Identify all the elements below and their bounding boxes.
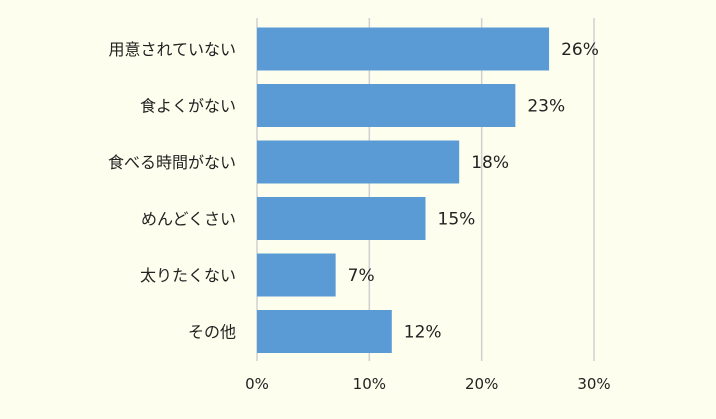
bar bbox=[257, 197, 426, 240]
category-label: 用意されていない bbox=[108, 40, 236, 59]
category-label: その他 bbox=[188, 323, 236, 342]
category-label: めんどくさい bbox=[141, 210, 236, 229]
bar bbox=[257, 253, 336, 297]
category-label: 食よくがない bbox=[140, 97, 236, 116]
data-label: 15% bbox=[438, 210, 476, 230]
bar bbox=[257, 84, 516, 127]
category-label: 太りたくない bbox=[140, 266, 236, 285]
data-label: 12% bbox=[404, 323, 442, 343]
x-tick-label: 30% bbox=[577, 375, 610, 393]
x-tick-labels: 0% 10% 20% 30% bbox=[245, 375, 611, 393]
gridlines bbox=[256, 18, 595, 361]
bar bbox=[257, 140, 460, 184]
data-label: 18% bbox=[471, 153, 509, 173]
bar bbox=[257, 310, 392, 353]
bar bbox=[257, 27, 550, 71]
x-tick-label: 20% bbox=[465, 375, 498, 393]
x-tick-label: 0% bbox=[245, 375, 269, 393]
data-label: 7% bbox=[348, 266, 375, 286]
x-tick-label: 10% bbox=[353, 375, 386, 393]
category-label: 食べる時間がない bbox=[108, 153, 236, 172]
data-label: 26% bbox=[561, 40, 599, 60]
data-labels: 26% 23% 18% 15% 7% 12% bbox=[348, 40, 599, 343]
data-label: 23% bbox=[527, 97, 565, 117]
bars bbox=[257, 27, 550, 353]
